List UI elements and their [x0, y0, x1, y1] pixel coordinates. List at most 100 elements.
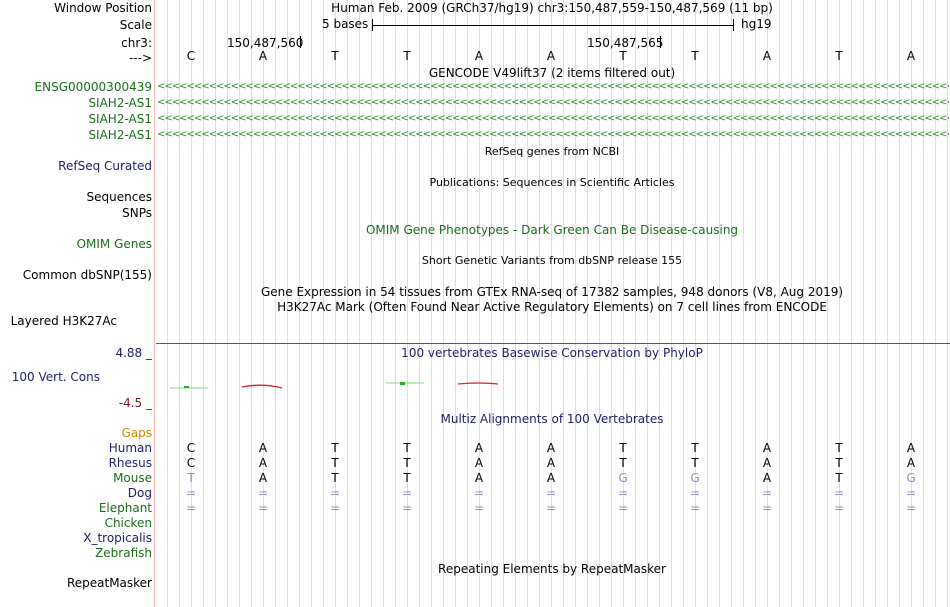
alignment-base: =	[329, 501, 341, 515]
alignment-base: G	[618, 471, 628, 485]
species-label: X_tropicalis	[83, 531, 152, 545]
labels-divider	[154, 0, 155, 607]
alignment-base: T	[187, 471, 195, 485]
alignment-base: A	[258, 471, 268, 485]
species-label: Zebrafish	[95, 546, 152, 560]
sequence-base: A	[474, 49, 484, 63]
scale-bar-right-tick	[733, 19, 734, 31]
alignment-base: =	[185, 501, 197, 515]
omim-track-label[interactable]: OMIM Genes	[76, 237, 152, 251]
gene-strand-line[interactable]: <<<<<<<<<<<<<<<<<<<<<<<<<<<<<<<<<<<<<<<<…	[157, 129, 949, 140]
phylop-min-value: -4.5 _	[118, 396, 152, 410]
alignment-base: T	[835, 441, 843, 455]
sequence-base: T	[691, 49, 699, 63]
dbsnp-track-label[interactable]: Common dbSNP(155)	[22, 268, 152, 282]
assembly-position-text: Human Feb. 2009 (GRCh37/hg19) chr3:150,4…	[331, 1, 773, 15]
dbsnp-track-title[interactable]: Short Genetic Variants from dbSNP releas…	[421, 254, 683, 267]
gtex-track-title[interactable]: Gene Expression in 54 tissues from GTEx …	[260, 285, 844, 299]
gaps-label: Gaps	[121, 426, 152, 440]
gene-strand-line[interactable]: <<<<<<<<<<<<<<<<<<<<<<<<<<<<<<<<<<<<<<<<…	[157, 113, 949, 124]
alignment-base: T	[331, 441, 339, 455]
alignment-base: =	[257, 501, 269, 515]
alignment-base: =	[833, 486, 845, 500]
alignment-base: A	[546, 441, 556, 455]
coord-left-tick	[300, 36, 301, 48]
scale-bar	[372, 25, 734, 26]
alignment-base: A	[906, 441, 916, 455]
alignment-base: A	[906, 456, 916, 470]
coord-right: 150,487,565	[587, 36, 664, 50]
alignment-base: =	[545, 486, 557, 500]
alignment-base: A	[474, 456, 484, 470]
chrom-label: chr3:	[121, 36, 152, 50]
species-label: Mouse	[113, 471, 152, 485]
species-label: Rhesus	[108, 456, 152, 470]
snps-track-label[interactable]: SNPs	[122, 206, 152, 220]
repeatmasker-track-label[interactable]: RepeatMasker	[66, 576, 152, 590]
alignment-base: C	[186, 441, 196, 455]
refseq-track-title[interactable]: RefSeq genes from NCBI	[484, 145, 620, 158]
sequence-base: T	[835, 49, 843, 63]
repeatmasker-track-title[interactable]: Repeating Elements by RepeatMasker	[438, 562, 666, 576]
alignment-base: T	[403, 456, 411, 470]
sequence-base: A	[258, 49, 268, 63]
gencode-item-label[interactable]: SIAH2-AS1	[88, 96, 152, 110]
gencode-track-title[interactable]: GENCODE V49lift37 (2 items filtered out)	[428, 66, 676, 80]
track-separator-line	[156, 343, 950, 344]
alignment-base: =	[473, 486, 485, 500]
scale-text: 5 bases	[322, 17, 369, 31]
sequence-base: T	[619, 49, 627, 63]
alignment-base: T	[331, 456, 339, 470]
alignment-base: A	[546, 471, 556, 485]
sequences-track-label[interactable]: Sequences	[86, 190, 152, 204]
alignment-base: T	[403, 471, 411, 485]
gencode-item-label[interactable]: ENSG00000300439	[34, 80, 152, 94]
alignment-base: A	[474, 471, 484, 485]
coord-left: 150,487,560	[227, 36, 304, 50]
alignment-base: =	[473, 501, 485, 515]
alignment-base: =	[833, 501, 845, 515]
coord-right-tick	[660, 36, 661, 48]
phylop-track-label[interactable]: 100 Vert. Cons	[11, 370, 100, 384]
alignment-base: =	[545, 501, 557, 515]
alignment-base: T	[403, 441, 411, 455]
alignment-base: =	[689, 486, 701, 500]
gene-strand-line[interactable]: <<<<<<<<<<<<<<<<<<<<<<<<<<<<<<<<<<<<<<<<…	[157, 97, 949, 108]
gencode-item-label[interactable]: SIAH2-AS1	[88, 128, 152, 142]
h3k27ac-track-title[interactable]: H3K27Ac Mark (Often Found Near Active Re…	[277, 300, 827, 314]
alignment-base: G	[906, 471, 916, 485]
phylop-signal-plot[interactable]	[156, 360, 950, 404]
alignment-base: A	[762, 441, 772, 455]
alignment-base: =	[617, 501, 629, 515]
h3k27ac-track-label[interactable]: Layered H3K27Ac	[10, 314, 117, 328]
sequence-base: T	[331, 49, 339, 63]
refseq-track-label[interactable]: RefSeq Curated	[58, 159, 152, 173]
species-label: Chicken	[104, 516, 152, 530]
alignment-base: T	[331, 471, 339, 485]
phylop-track-title[interactable]: 100 vertebrates Basewise Conservation by…	[401, 346, 703, 360]
alignment-base: =	[401, 501, 413, 515]
sequence-base: T	[403, 49, 411, 63]
sequences-track-title[interactable]: Publications: Sequences in Scientific Ar…	[429, 176, 675, 189]
gene-strand-line[interactable]: <<<<<<<<<<<<<<<<<<<<<<<<<<<<<<<<<<<<<<<<…	[157, 81, 949, 92]
strand-label: --->	[128, 51, 152, 65]
species-label: Elephant	[98, 501, 152, 515]
alignment-base: =	[185, 486, 197, 500]
scale-db: hg19	[741, 17, 772, 31]
alignment-base: T	[691, 441, 699, 455]
alignment-base: C	[186, 456, 196, 470]
alignment-base: =	[257, 486, 269, 500]
sequence-base: A	[546, 49, 556, 63]
multiz-track-title[interactable]: Multiz Alignments of 100 Vertebrates	[440, 412, 664, 426]
alignment-base: A	[474, 441, 484, 455]
alignment-base: A	[258, 441, 268, 455]
gencode-item-label[interactable]: SIAH2-AS1	[88, 112, 152, 126]
alignment-base: =	[329, 486, 341, 500]
alignment-base: T	[619, 456, 627, 470]
alignment-base: =	[905, 501, 917, 515]
phylop-max-value: 4.88 _	[115, 346, 152, 360]
omim-track-title[interactable]: OMIM Gene Phenotypes - Dark Green Can Be…	[365, 223, 739, 237]
alignment-base: T	[835, 471, 843, 485]
species-label: Human	[108, 441, 152, 455]
alignment-base: =	[401, 486, 413, 500]
